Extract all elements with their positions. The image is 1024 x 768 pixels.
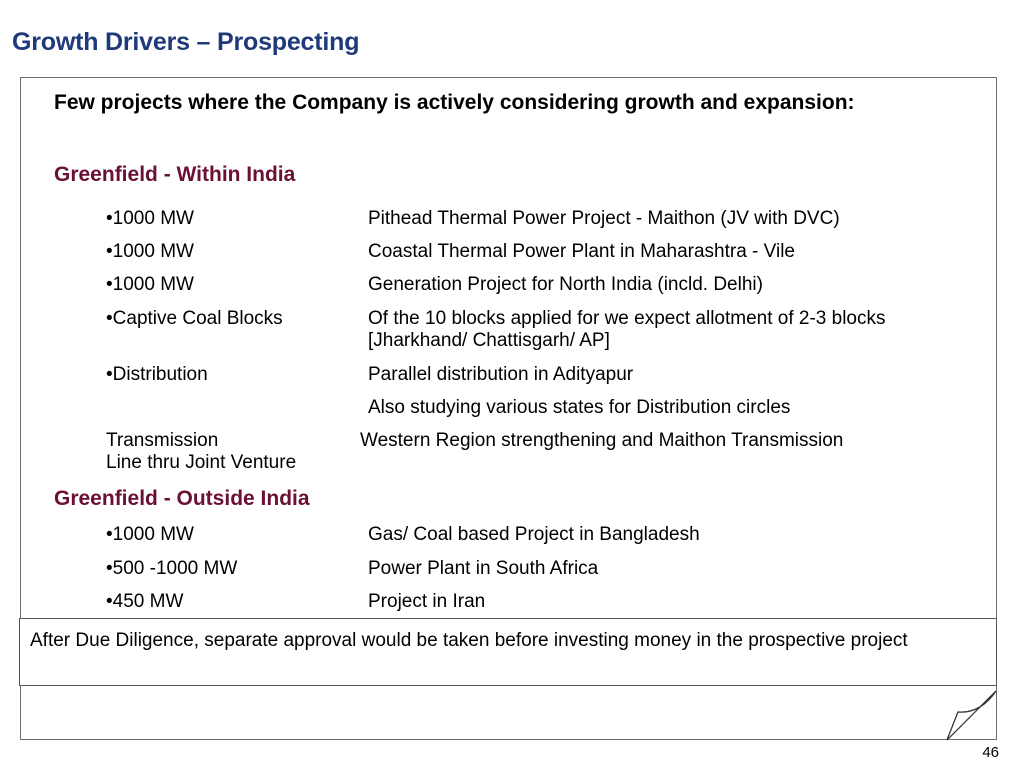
item-capacity: •1000 MW	[106, 241, 194, 262]
item-description: Power Plant in South Africa	[368, 558, 599, 579]
section-heading-outside-india: Greenfield - Outside India	[54, 487, 310, 510]
item-capacity: •500 -1000 MW	[106, 558, 238, 579]
item-description-continuation: Line thru Joint Venture	[106, 452, 297, 473]
item-capacity: •450 MW	[106, 591, 184, 612]
item-description: Generation Project for North India (incl…	[368, 274, 763, 295]
item-capacity: Transmission	[106, 430, 219, 451]
item-description: Parallel distribution in Adityapur	[368, 364, 634, 385]
page-fold-icon	[946, 690, 997, 741]
item-description: Western Region strengthening and Maithon…	[360, 430, 844, 451]
item-capacity: •Distribution	[106, 364, 208, 385]
intro-text: Few projects where the Company is active…	[54, 91, 855, 114]
section-heading-within-india: Greenfield - Within India	[54, 163, 296, 186]
item-description: Pithead Thermal Power Project - Maithon …	[368, 208, 840, 229]
item-description: Gas/ Coal based Project in Bangladesh	[368, 524, 700, 545]
due-diligence-note: After Due Diligence, separate approval w…	[19, 618, 997, 686]
item-capacity: •1000 MW	[106, 524, 194, 545]
page-number: 46	[982, 744, 999, 761]
item-description: Also studying various states for Distrib…	[368, 397, 791, 418]
list-item-transmission: Transmission Western Region strengthenin…	[106, 430, 986, 474]
content-box	[20, 77, 997, 740]
item-description: Project in Iran	[368, 591, 486, 612]
slide-title: Growth Drivers – Prospecting	[12, 28, 360, 56]
item-capacity: •Captive Coal Blocks	[106, 308, 283, 329]
item-description: Of the 10 blocks applied for we expect a…	[368, 308, 886, 351]
item-capacity: •1000 MW	[106, 208, 194, 229]
item-capacity: •1000 MW	[106, 274, 194, 295]
item-description: Coastal Thermal Power Plant in Maharasht…	[368, 241, 795, 262]
